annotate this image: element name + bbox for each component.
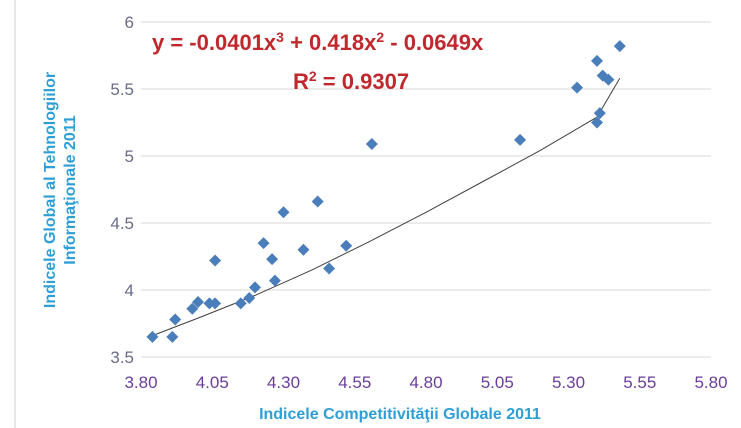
data-point bbox=[146, 330, 159, 343]
data-point bbox=[593, 107, 606, 120]
data-point bbox=[249, 281, 261, 294]
y-tick-label: 6 bbox=[125, 13, 134, 32]
data-point bbox=[613, 40, 626, 53]
data-point bbox=[192, 296, 204, 309]
y-tick-labels: 3.5 4 4.5 5 5.5 6 bbox=[110, 13, 134, 367]
data-point bbox=[591, 54, 603, 67]
data-points bbox=[146, 40, 626, 343]
x-tick-label: 4.05 bbox=[196, 373, 229, 392]
data-point bbox=[602, 73, 615, 86]
data-point bbox=[169, 313, 182, 326]
data-point bbox=[571, 81, 584, 94]
y-tick-label: 5.5 bbox=[110, 80, 134, 99]
x-tick-labels: 3.80 4.05 4.30 4.55 4.80 5.05 5.30 5.55 5.80 bbox=[124, 373, 727, 392]
data-point bbox=[257, 237, 270, 250]
x-tick-label: 4.30 bbox=[267, 373, 300, 392]
y-axis-title-line1: Indicele Global al Tehnologiilor bbox=[42, 72, 59, 308]
data-point bbox=[243, 292, 256, 305]
y-tick-label: 5 bbox=[125, 147, 134, 166]
data-point bbox=[266, 253, 279, 266]
x-tick-label: 5.80 bbox=[694, 373, 727, 392]
y-axis-title-line2: Informaţionale 2011 bbox=[62, 115, 79, 264]
y-tick-label: 3.5 bbox=[110, 348, 134, 367]
data-point bbox=[297, 243, 310, 256]
y-tick-label: 4.5 bbox=[110, 214, 134, 233]
data-point bbox=[311, 195, 324, 208]
y-axis-title: Indicele Global al Tehnologiilor Informa… bbox=[42, 72, 79, 308]
data-point bbox=[365, 137, 378, 150]
data-point bbox=[268, 274, 281, 287]
gridlines bbox=[141, 21, 711, 358]
x-tick-label: 4.55 bbox=[338, 373, 371, 392]
y-tick-label: 4 bbox=[125, 281, 134, 300]
x-tick-label: 4.80 bbox=[409, 373, 442, 392]
x-tick-label: 5.55 bbox=[623, 373, 656, 392]
data-point bbox=[209, 254, 222, 267]
x-axis-title: Indicele Competitivităţii Globale 2011 bbox=[259, 406, 541, 423]
data-point bbox=[209, 297, 222, 310]
x-tick-label: 3.80 bbox=[124, 373, 157, 392]
data-point bbox=[591, 116, 603, 129]
data-point bbox=[340, 239, 353, 252]
data-point bbox=[277, 206, 290, 219]
trendline bbox=[152, 78, 621, 337]
data-point bbox=[514, 133, 527, 146]
r-squared-label: R2 = 0.9307 bbox=[293, 68, 409, 94]
x-tick-label: 5.05 bbox=[481, 373, 514, 392]
data-point bbox=[234, 297, 247, 310]
x-tick-label: 5.30 bbox=[552, 373, 585, 392]
data-point bbox=[166, 330, 179, 343]
trendline-equation: y = -0.0401x3 + 0.418x2 - 0.0649x bbox=[152, 29, 484, 55]
data-point bbox=[186, 302, 199, 315]
data-point bbox=[323, 262, 336, 275]
